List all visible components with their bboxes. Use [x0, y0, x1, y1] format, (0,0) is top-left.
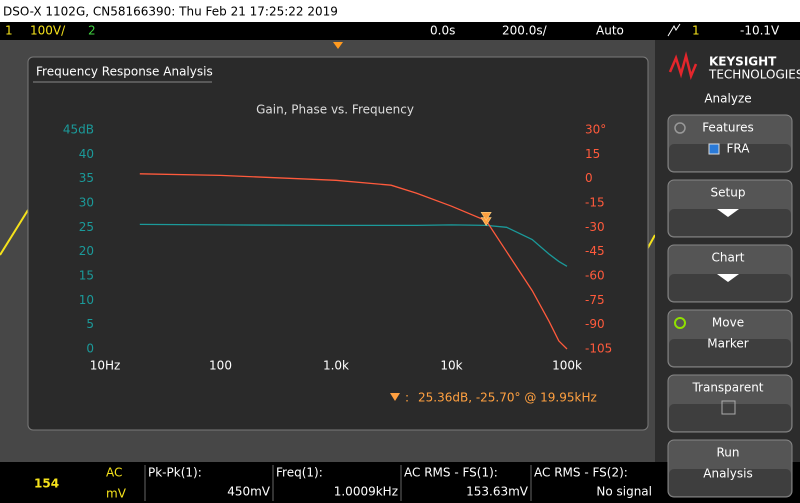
y-tick-label: 20 — [79, 244, 94, 258]
channel1: 1 — [5, 24, 13, 38]
x-tick-label: 100k — [552, 359, 582, 373]
measure-value: No signal — [596, 485, 652, 499]
measure-bar — [0, 462, 800, 503]
measure-label: AC RMS - FS(2): — [534, 466, 628, 480]
button-label: Move — [712, 316, 744, 330]
time-scale: 200.0s/ — [502, 24, 548, 38]
button-shade — [669, 209, 791, 236]
y2-tick-label: 15 — [585, 147, 600, 161]
x-tick-label: 1.0k — [323, 359, 349, 373]
fra-checkbox[interactable] — [708, 143, 720, 155]
button-sublabel: Analysis — [703, 467, 752, 481]
y-tick-label: 35 — [79, 171, 94, 185]
button-shade — [669, 469, 791, 496]
trigger-mode: Auto — [596, 24, 624, 38]
brand: KEYSIGHT — [709, 55, 777, 69]
button-sublabel: FRA — [727, 142, 751, 156]
readout-unit: mV — [106, 487, 127, 501]
y-tick-label: 25 — [79, 220, 94, 234]
logo — [668, 51, 698, 80]
y-tick-label: 45dB — [63, 123, 94, 137]
marker-legend — [390, 393, 400, 401]
measure-label: Freq(1): — [276, 466, 323, 480]
button-label: Transparent — [691, 381, 763, 395]
button-label: Run — [716, 446, 739, 460]
button-sublabel: Marker — [707, 337, 749, 351]
measure-label: AC RMS - FS(1): — [404, 466, 498, 480]
y2-tick-label: -45 — [585, 244, 605, 258]
features-icon — [674, 122, 686, 134]
marker-readout: 25.36dB, -25.70° @ 19.95kHz — [418, 391, 597, 405]
measure-value: 153.63mV — [466, 485, 529, 499]
brand-sub: TECHNOLOGIES — [708, 68, 800, 82]
button-shade — [669, 274, 791, 301]
trigger-icon — [667, 23, 681, 37]
y2-tick-label: -90 — [585, 317, 605, 331]
measure-value: 1.0009kHz — [334, 485, 398, 499]
y-tick-label: 40 — [79, 147, 94, 161]
button-label: Chart — [712, 251, 745, 265]
scale1: 100V/ — [30, 24, 66, 38]
y-tick-label: 30 — [79, 196, 94, 210]
y2-tick-label: -30 — [585, 220, 605, 234]
button-shade — [669, 144, 791, 171]
y2-tick-label: 30° — [585, 123, 606, 137]
down-arrow — [717, 209, 739, 217]
y2-tick-label: -15 — [585, 196, 605, 210]
time-marker — [333, 42, 343, 49]
x-tick-label: 100 — [209, 359, 232, 373]
series-line — [139, 223, 568, 267]
button-shade — [669, 339, 791, 366]
x-tick-label: 10Hz — [90, 359, 121, 373]
y2-tick-label: -105 — [585, 342, 612, 356]
fra-window — [27, 56, 649, 431]
status-bar — [0, 22, 800, 40]
x-tick-label: 10k — [440, 359, 462, 373]
y-tick-label: 10 — [79, 293, 94, 307]
menu-title: Analyze — [704, 92, 751, 106]
y2-tick-label: -60 — [585, 269, 605, 283]
trigger-level: -10.1V — [740, 24, 780, 38]
trigger-source: 1 — [692, 24, 700, 38]
readout-coupling: AC — [106, 466, 122, 480]
readout-value: 154 — [34, 477, 59, 491]
measure-value: 450mV — [227, 485, 271, 499]
y-tick-label: 5 — [86, 317, 94, 331]
down-arrow — [717, 274, 739, 282]
transparent-checkbox[interactable] — [721, 400, 736, 415]
channel2: 2 — [88, 24, 96, 38]
marker-phase — [480, 212, 492, 221]
y2-tick-label: 0 — [585, 171, 593, 185]
marker-colon: : — [405, 391, 409, 405]
button-label: Features — [702, 121, 754, 135]
y2-tick-label: -75 — [585, 293, 605, 307]
chart-title: Gain, Phase vs. Frequency — [256, 103, 414, 117]
move-icon — [674, 317, 686, 329]
window-title: DSO-X 1102G, CN58166390: Thu Feb 21 17:2… — [3, 5, 338, 19]
button-shade — [669, 404, 791, 431]
series-line — [139, 173, 568, 350]
measure-label: Pk-Pk(1): — [148, 466, 202, 480]
y-tick-label: 0 — [86, 342, 94, 356]
time-offset: 0.0s — [430, 24, 455, 38]
y-tick-label: 15 — [79, 269, 94, 283]
button-label: Setup — [711, 186, 746, 200]
fra-title: Frequency Response Analysis — [36, 65, 213, 79]
title-bar — [0, 0, 800, 22]
